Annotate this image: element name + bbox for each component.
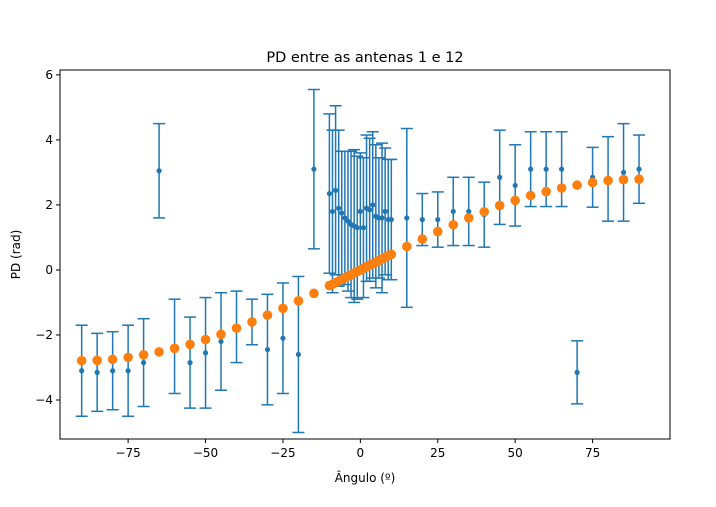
theoretical-point: [494, 200, 505, 211]
measured-point: [336, 205, 342, 211]
measured-point: [419, 216, 425, 223]
measured-point: [94, 369, 100, 375]
measured-point: [264, 346, 271, 353]
x-tick-label: −75: [115, 446, 140, 460]
theoretical-point: [138, 349, 149, 360]
chart-title: PD entre as antenas 1 e 12: [266, 50, 463, 66]
theoretical-point: [618, 174, 629, 185]
y-tick-label: 6: [45, 68, 53, 82]
measured-point: [141, 359, 147, 366]
measured-point: [354, 225, 360, 231]
measured-point: [218, 338, 224, 345]
axes-frame: [59, 69, 671, 440]
theoretical-point: [262, 310, 273, 320]
x-tick-label: 0: [357, 446, 365, 460]
measured-point: [156, 168, 162, 174]
y-tick-label: −4: [35, 393, 53, 407]
measured-point: [357, 208, 363, 215]
theoretical-point: [587, 177, 598, 188]
measured-point: [620, 169, 627, 176]
y-tick-label: 0: [45, 263, 53, 277]
y-tick-label: −2: [35, 328, 53, 342]
theoretical-point: [293, 296, 304, 306]
x-tick-label: −50: [193, 446, 218, 460]
theoretical-point: [603, 175, 613, 186]
theoretical-point: [216, 329, 226, 340]
measured-point: [295, 351, 302, 358]
y-axis: −4 −2 0 2 4 6: [35, 68, 60, 407]
theoretical-point: [107, 354, 118, 365]
theoretical-point: [634, 174, 644, 185]
measured-point: [512, 182, 518, 189]
theoretical-point: [541, 186, 551, 197]
theoretical-point: [572, 180, 582, 190]
measured-point: [367, 207, 373, 213]
measured-point: [559, 166, 565, 172]
theoretical-point: [479, 206, 490, 217]
measured-point: [187, 359, 193, 366]
measured-point: [345, 218, 351, 224]
theoretical-point: [309, 288, 319, 299]
measured-point: [543, 166, 549, 172]
theoretical-point: [169, 343, 180, 354]
measured-point: [360, 225, 367, 231]
measured-point: [311, 166, 317, 172]
theoretical-point: [123, 352, 133, 363]
measured-point: [125, 368, 131, 374]
measured-point: [342, 215, 348, 221]
measured-point: [497, 174, 503, 180]
theoretical-point: [417, 234, 428, 244]
measured-point: [636, 166, 642, 172]
theoretical-point: [92, 355, 102, 366]
theoretical-point: [556, 183, 567, 193]
theoretical-point: [76, 355, 87, 366]
measured-point: [332, 187, 339, 193]
measured-point: [280, 335, 286, 341]
x-axis-label: Ângulo (º): [335, 470, 396, 485]
measured-point: [379, 215, 385, 221]
theoretical-point: [402, 241, 412, 252]
x-tick-label: 50: [508, 446, 523, 460]
measured-point: [435, 216, 441, 223]
theoretical-point: [432, 226, 443, 237]
measured-point: [528, 166, 534, 172]
theoretical-point: [231, 323, 242, 333]
x-tick-label: −25: [270, 446, 295, 460]
measured-point: [382, 208, 388, 215]
measured-point: [110, 368, 116, 374]
measured-point: [339, 210, 345, 216]
theoretical-point: [200, 334, 211, 345]
theoretical-point: [278, 303, 288, 314]
measured-point: [326, 190, 332, 197]
theoretical-point: [525, 190, 536, 201]
x-tick-label: 25: [430, 446, 445, 460]
y-tick-label: 4: [45, 133, 53, 147]
plot-area: [75, 88, 646, 434]
y-axis-label: PD (rad): [9, 230, 23, 280]
measured-point: [450, 208, 456, 215]
measured-point: [466, 208, 472, 215]
theoretical-point: [510, 195, 520, 206]
measured-point: [202, 350, 209, 356]
measured-point: [329, 208, 336, 215]
measured-point: [388, 216, 394, 223]
measured-point: [404, 215, 410, 221]
theoretical-point: [154, 347, 164, 357]
x-axis: −75 −50 −25 0 25 50 75: [115, 439, 600, 460]
y-tick-label: 2: [45, 198, 53, 212]
theoretical-point: [185, 339, 195, 350]
theoretical-point: [448, 219, 459, 230]
x-tick-label: 75: [585, 446, 600, 460]
measured-point: [79, 368, 85, 374]
measured-point: [370, 202, 376, 208]
measured-point: [574, 369, 580, 375]
theoretical-point: [247, 317, 257, 327]
theoretical-point: [386, 249, 397, 260]
theoretical-point: [463, 213, 474, 223]
